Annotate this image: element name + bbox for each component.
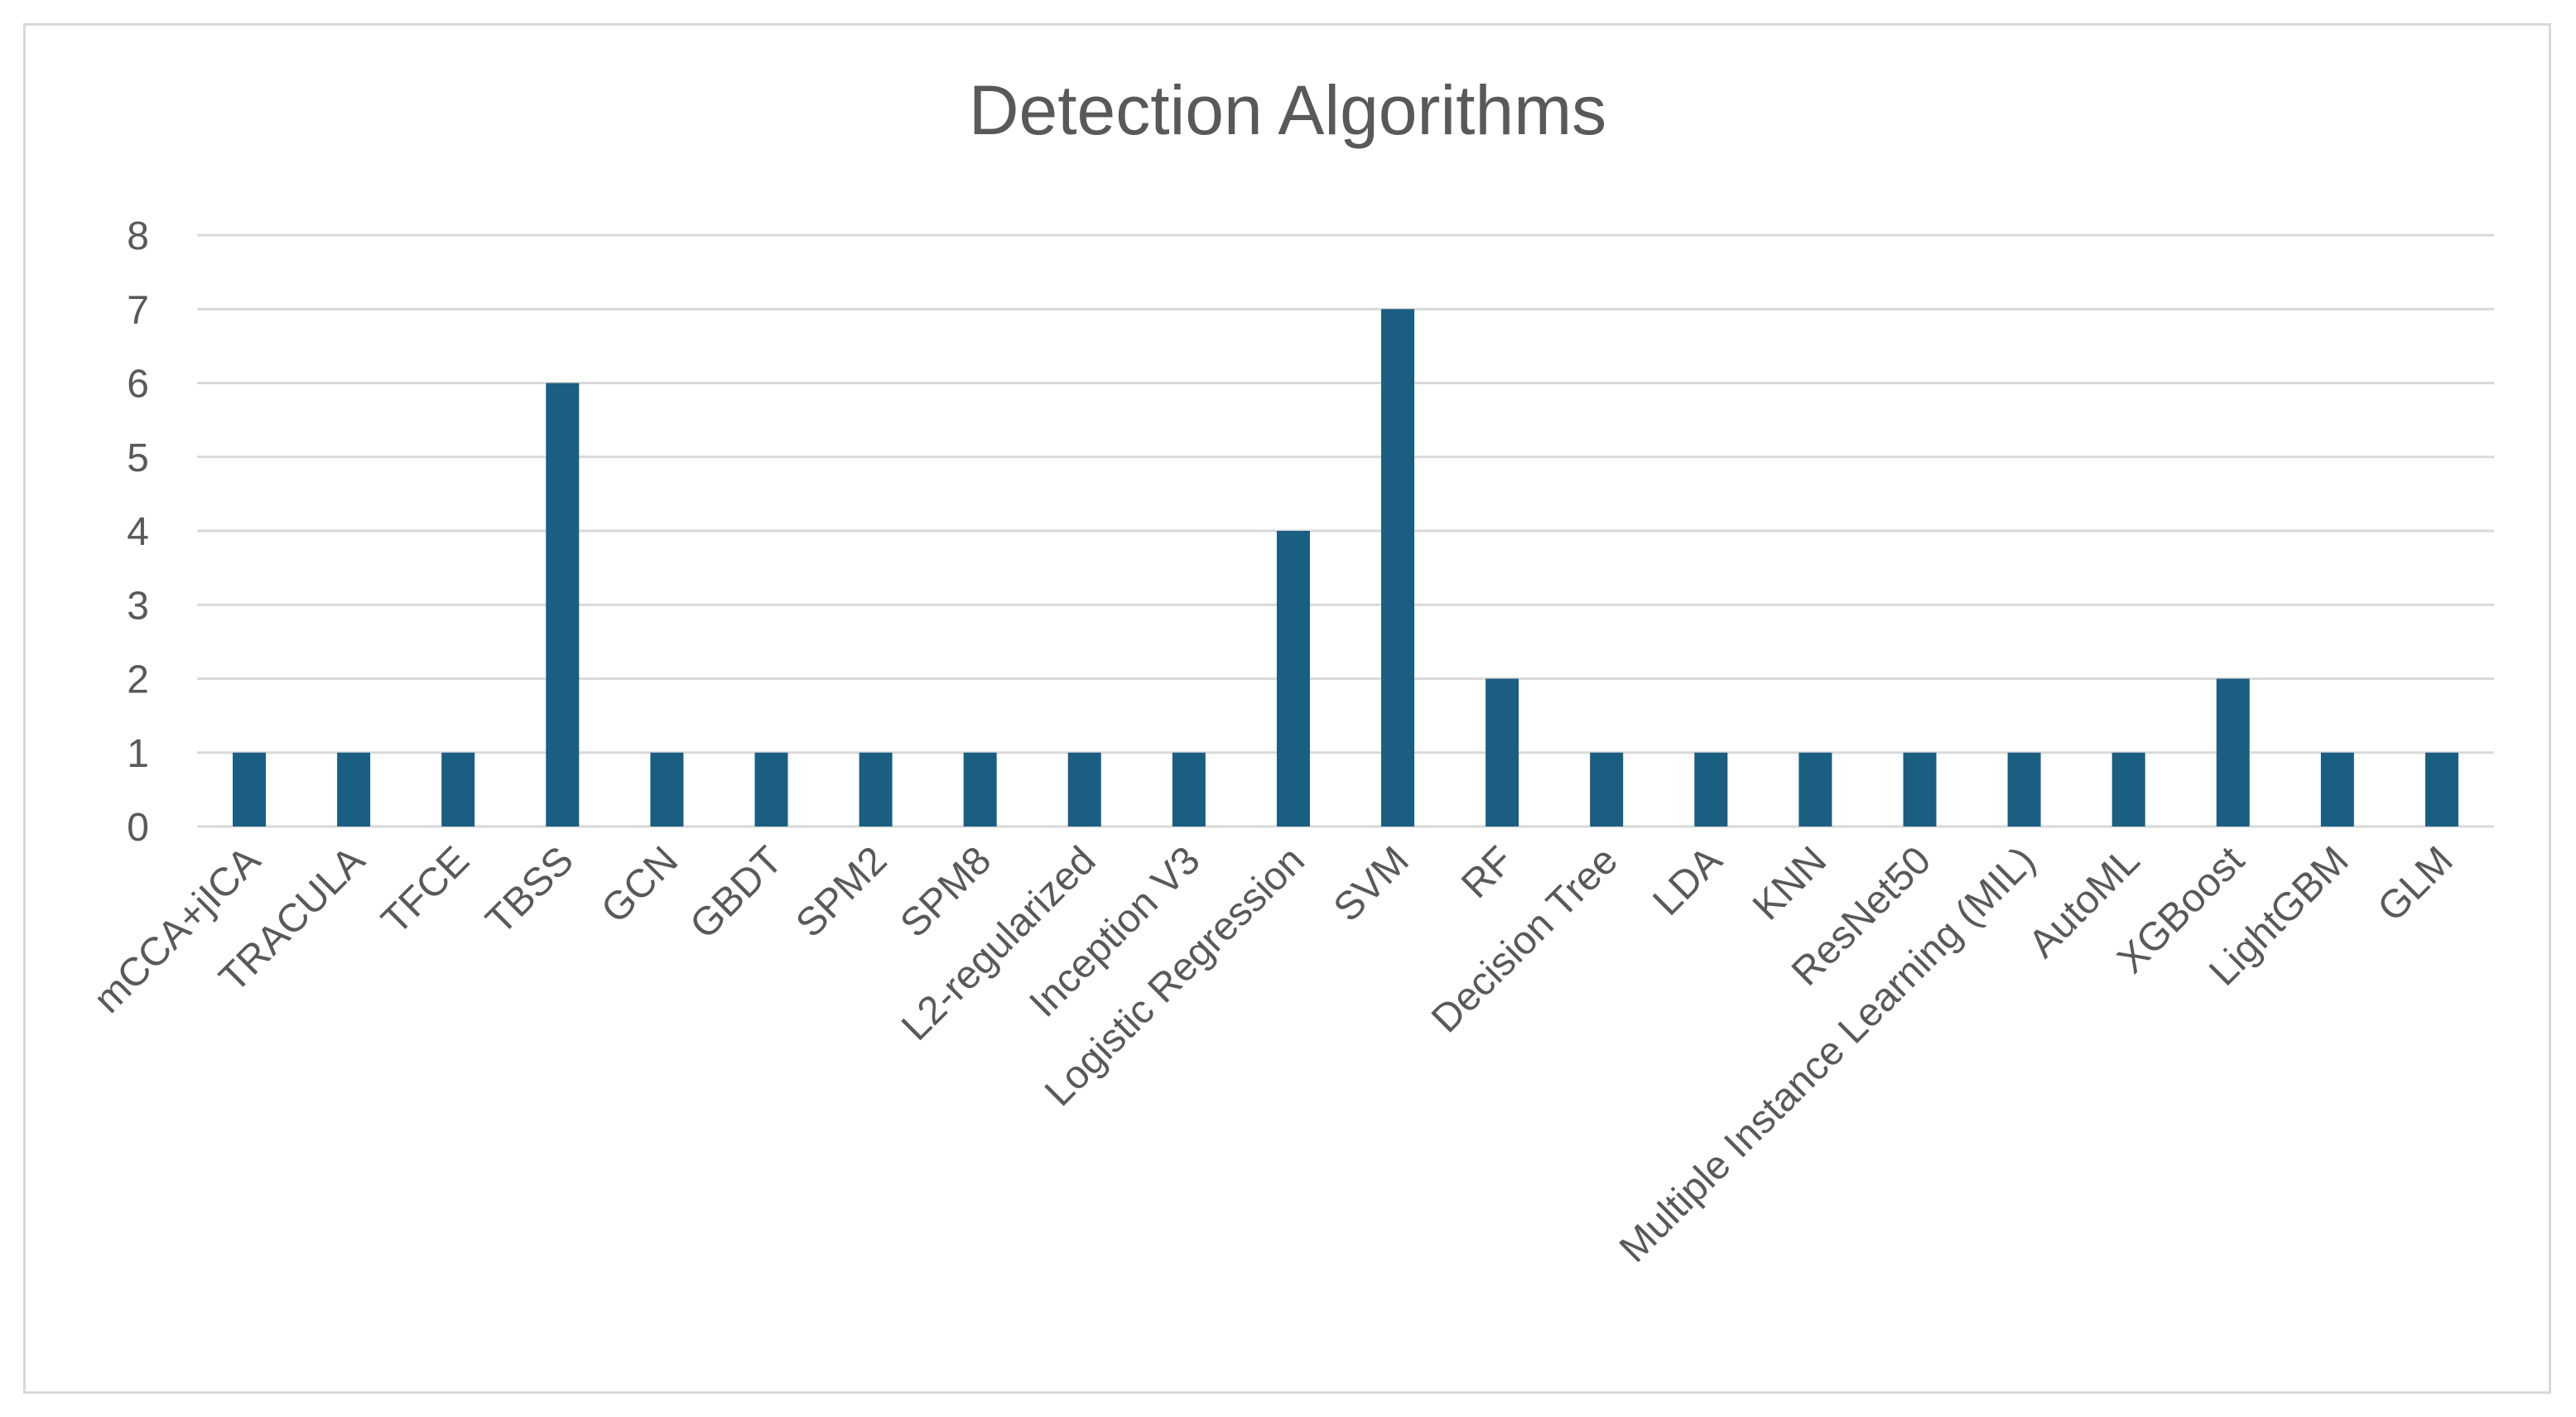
gridlines (197, 234, 2494, 828)
bar-decision-tree (1590, 752, 1624, 827)
chart-title: Detection Algorithms (969, 71, 1606, 149)
bar-multiple-instance-learning-mil (2007, 752, 2041, 827)
bar-mcca-jica (233, 752, 267, 827)
y-tick-label: 1 (127, 732, 149, 776)
bar-gcn (650, 752, 684, 827)
bar-xgboost (2216, 678, 2250, 827)
bar-gbdt (754, 752, 788, 827)
x-tick-label: GLM (2370, 838, 2462, 930)
x-tick-label: TBSS (478, 838, 582, 942)
x-tick-label: RF (1453, 838, 1522, 907)
bar-lda (1694, 752, 1728, 827)
x-tick-label: LDA (1645, 838, 1731, 924)
bar-automl (2111, 752, 2145, 827)
bar-tfce (441, 752, 475, 827)
bar-tbss (546, 383, 580, 827)
bars (233, 309, 2458, 827)
x-tick-label: GBDT (682, 838, 792, 947)
bar-svm (1381, 309, 1415, 827)
x-tick-label: SVM (1326, 838, 1418, 930)
x-tick-label: KNN (1745, 838, 1835, 928)
y-tick-label: 2 (127, 658, 149, 702)
x-tick-label: Decision Tree (1423, 838, 1626, 1041)
x-tick-label: GCN (593, 838, 686, 932)
bar-resnet50 (1903, 752, 1937, 827)
bar-glm (2424, 752, 2458, 827)
y-tick-label: 5 (127, 436, 149, 480)
y-tick-label: 4 (127, 510, 149, 554)
x-tick-label: TFCE (373, 838, 478, 942)
bar-spm8 (963, 752, 997, 827)
bar-l2-regularized (1067, 752, 1101, 827)
x-tick-label: SPM2 (787, 838, 895, 946)
y-tick-label: 3 (127, 584, 149, 628)
y-axis-tick-labels: 0 1 2 3 4 5 6 7 8 (127, 214, 149, 850)
y-tick-label: 0 (127, 806, 149, 850)
bar-lightgbm (2320, 752, 2354, 827)
bar-rf (1485, 678, 1519, 827)
y-tick-label: 8 (127, 214, 149, 258)
y-tick-label: 7 (127, 288, 149, 332)
y-tick-label: 6 (127, 363, 149, 407)
bar-spm2 (859, 752, 893, 827)
bar-tracula (337, 752, 371, 827)
bar-knn (1798, 752, 1832, 827)
bar-inception-v3 (1172, 752, 1206, 827)
bar-logistic-regression (1276, 531, 1310, 827)
